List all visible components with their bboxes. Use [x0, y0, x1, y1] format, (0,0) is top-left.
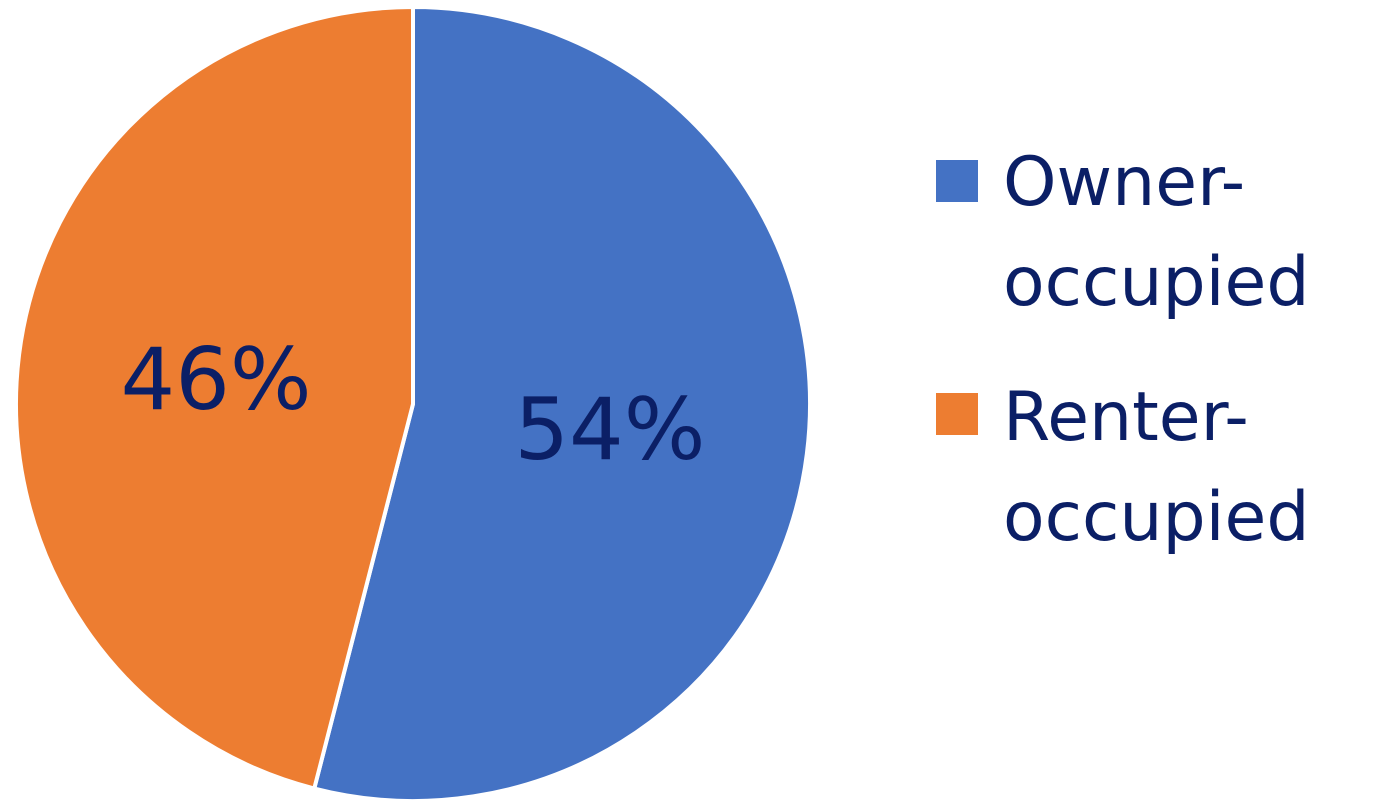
- pie-data-labels: 54% 46%: [120, 330, 705, 480]
- legend-swatch-owner-occupied: [936, 160, 978, 202]
- legend-label-renter-occupied-line2: occupied: [1003, 478, 1310, 557]
- legend: Owner- occupied Renter- occupied: [936, 143, 1310, 557]
- legend-swatch-renter-occupied: [936, 393, 978, 435]
- pie-slices: [13, 5, 812, 801]
- data-label-owner-occupied: 54%: [514, 380, 705, 480]
- legend-label-renter-occupied-line1: Renter-: [1003, 378, 1249, 457]
- pie-slice-owner-occupied: [312, 5, 812, 801]
- pie-slice-renter-occupied: [13, 5, 415, 791]
- legend-label-owner-occupied-line2: occupied: [1003, 243, 1310, 322]
- legend-label-owner-occupied-line1: Owner-: [1003, 143, 1245, 222]
- data-label-renter-occupied: 46%: [120, 330, 311, 430]
